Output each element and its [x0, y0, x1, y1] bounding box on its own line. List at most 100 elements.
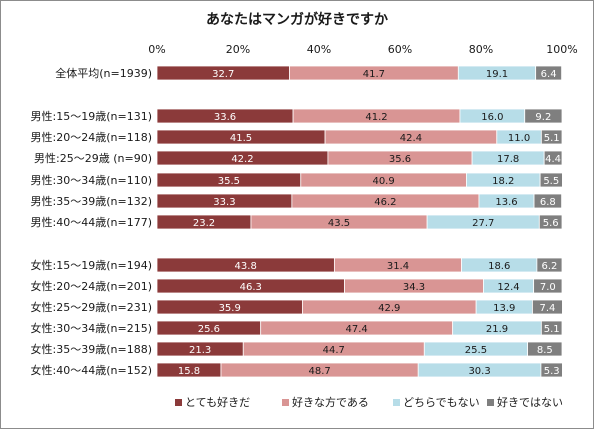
- data-label: 43.8: [235, 261, 257, 272]
- legend-swatch: [175, 399, 182, 406]
- bar-segment: [536, 257, 563, 273]
- legend-item: とても好きだ: [175, 395, 250, 409]
- data-label: 23.2: [193, 218, 215, 229]
- bar-segment: [524, 108, 563, 124]
- bar-segment: [539, 172, 563, 188]
- data-label: 21.9: [486, 324, 508, 335]
- x-tick-label: 80%: [469, 43, 493, 56]
- data-label: 9.2: [535, 112, 551, 123]
- data-label: 47.4: [346, 324, 368, 335]
- data-label: 34.3: [403, 282, 425, 293]
- data-label: 19.1: [486, 69, 508, 80]
- category-label: 男性:40～44歳(n=177): [31, 215, 152, 229]
- data-label: 32.7: [212, 69, 234, 80]
- data-label: 43.5: [328, 218, 350, 229]
- category-label: 男性:15～19歳(n=131): [31, 109, 152, 123]
- chart-title: あなたはマンガが好きですか: [206, 11, 388, 28]
- bar-segment: [535, 65, 562, 81]
- x-tick-label: 20%: [226, 43, 250, 56]
- data-label: 30.3: [468, 366, 490, 377]
- data-label: 6.4: [541, 69, 557, 80]
- data-label: 42.4: [400, 133, 422, 144]
- data-label: 40.9: [372, 176, 394, 187]
- data-label: 6.8: [540, 197, 556, 208]
- x-tick-label: 60%: [388, 43, 412, 56]
- bar-segment: [540, 320, 563, 336]
- bar-row: 33.6 41.2 16.0 9.2: [156, 108, 563, 124]
- legend-swatch: [487, 399, 494, 406]
- category-label: 女性:30～34歳(n=215): [31, 321, 152, 335]
- category-label: 男性:25～29歳 (n=90): [34, 151, 152, 165]
- bar-segment: [533, 278, 563, 294]
- data-label: 25.6: [198, 324, 220, 335]
- bar-row: 43.8 31.4 18.6 6.2: [156, 257, 563, 273]
- bar-segment: [532, 299, 563, 315]
- category-label: 女性:25～29歳(n=231): [31, 300, 152, 314]
- bar-row: 23.2 43.5 27.7 5.6: [156, 214, 563, 230]
- data-label: 25.5: [465, 345, 487, 356]
- bar-row: 35.5 40.9 18.2 5.5: [156, 172, 563, 188]
- data-label: 27.7: [472, 218, 494, 229]
- data-label: 5.6: [543, 218, 559, 229]
- data-label: 16.0: [481, 112, 503, 123]
- data-label: 18.2: [492, 176, 514, 187]
- data-label: 18.6: [488, 261, 510, 272]
- data-label: 5.1: [544, 133, 560, 144]
- data-label: 42.2: [231, 154, 253, 165]
- legend: とても好きだ 好きな方である どちらでもない 好きではない: [175, 395, 563, 409]
- data-label: 13.6: [495, 197, 517, 208]
- bar-row: 46.3 34.3 12.4 7.0: [156, 278, 563, 294]
- data-label: 31.4: [387, 261, 409, 272]
- category-label: 男性:35～39歳(n=132): [31, 194, 152, 208]
- data-label: 46.3: [240, 282, 262, 293]
- data-label: 46.2: [374, 197, 396, 208]
- bar-row: 25.6 47.4 21.9 5.1: [156, 320, 563, 336]
- bar-row: 35.9 42.9 13.9 7.4: [156, 299, 563, 315]
- legend-label: どちらでもない: [403, 396, 480, 409]
- bars: 32.7 41.7 19.1 6.4 33.6 41.2 16.0 9.2 41.5 42.4 11…: [156, 65, 563, 378]
- data-label: 5.1: [544, 324, 560, 335]
- legend-label: 好きな方である: [292, 395, 369, 409]
- legend-item: 好きではない: [487, 395, 563, 409]
- data-label: 4.4: [545, 154, 561, 165]
- bar-row: 21.3 44.7 25.5 8.5: [156, 341, 563, 357]
- data-label: 17.8: [497, 154, 519, 165]
- data-label: 15.8: [178, 366, 200, 377]
- x-tick-label: 100%: [546, 43, 577, 56]
- legend-label: とても好きだ: [185, 395, 250, 409]
- category-label: 女性:15～19歳(n=194): [31, 258, 152, 272]
- data-label: 7.4: [539, 303, 555, 314]
- bar-segment: [527, 341, 563, 357]
- bar-row: 41.5 42.4 11.0 5.1: [156, 129, 563, 145]
- legend-item: 好きな方である: [282, 395, 369, 409]
- category-label: 女性:40～44歳(n=152): [31, 363, 152, 377]
- category-label: 女性:20～24歳(n=201): [31, 279, 152, 293]
- legend-item: どちらでもない: [393, 396, 480, 409]
- data-label: 35.9: [219, 303, 241, 314]
- data-label: 6.2: [541, 261, 557, 272]
- legend-swatch: [393, 399, 400, 406]
- data-label: 11.0: [508, 133, 530, 144]
- bar-row: 33.3 46.2 13.6 6.8: [156, 193, 562, 209]
- data-label: 8.5: [537, 345, 553, 356]
- category-labels: 全体平均(n=1939) 男性:15～19歳(n=131) 男性:20～24歳(n=…: [31, 66, 152, 377]
- data-label: 48.7: [308, 366, 330, 377]
- bar-segment: [543, 150, 563, 166]
- bar-segment: [538, 214, 563, 230]
- x-axis-ticks: 0% 20% 40% 60% 80% 100%: [148, 43, 577, 56]
- data-label: 35.6: [389, 154, 411, 165]
- data-label: 33.6: [214, 112, 236, 123]
- data-label: 21.3: [189, 345, 211, 356]
- legend-label: 好きではない: [497, 395, 563, 409]
- data-label: 12.4: [497, 282, 519, 293]
- bar-segment: [540, 362, 563, 378]
- data-label: 35.5: [218, 176, 240, 187]
- category-label: 全体平均(n=1939): [55, 66, 152, 80]
- data-label: 44.7: [323, 345, 345, 356]
- data-label: 41.2: [365, 112, 387, 123]
- x-tick-label: 40%: [307, 43, 331, 56]
- bar-segment: [540, 129, 563, 145]
- data-label: 41.5: [230, 133, 252, 144]
- bar-row: 42.2 35.6 17.8 4.4: [156, 150, 563, 166]
